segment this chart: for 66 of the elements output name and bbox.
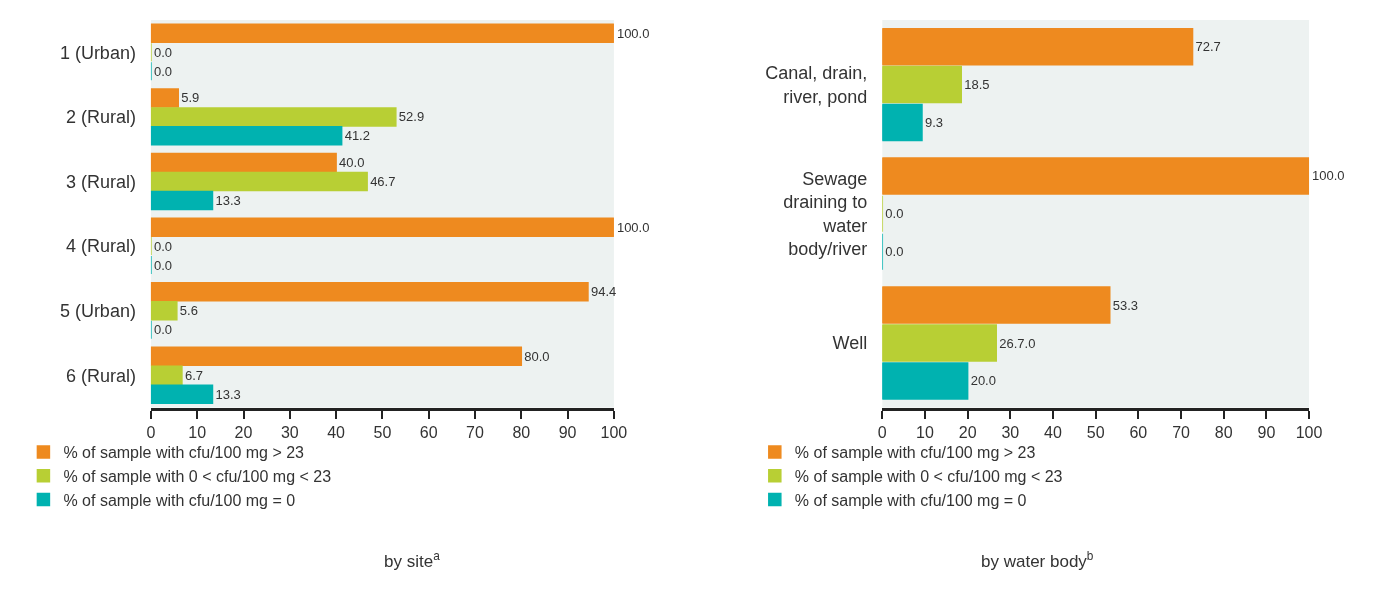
- data-label: 0.0: [153, 63, 172, 79]
- data-label: 100.0: [616, 219, 650, 235]
- legend-label: % of sample with 0 < cfu/100 mg < 23: [794, 467, 1063, 485]
- x-tick-label: 10: [916, 423, 934, 441]
- x-tick-label: 20: [958, 423, 977, 441]
- data-label: 13.3: [215, 386, 241, 402]
- data-label: 18.5: [964, 77, 990, 93]
- legend-label: % of sample with cfu/100 mg = 0: [63, 491, 296, 509]
- y-tick-label: 6 (Rural): [65, 365, 136, 386]
- x-tick-label: 20: [234, 423, 253, 441]
- x-tick-label: 70: [466, 423, 484, 441]
- x-tick-label: 50: [1086, 423, 1105, 441]
- data-label: 5.9: [181, 90, 200, 106]
- data-label: 41.2: [344, 128, 370, 144]
- data-label: 0.0: [153, 322, 172, 338]
- x-tick-label: 100: [600, 423, 628, 441]
- data-label: 52.9: [398, 109, 425, 125]
- data-label: 94.4: [590, 284, 617, 300]
- data-label: 6.7: [184, 367, 204, 383]
- data-label: 0.0: [153, 257, 172, 273]
- data-label: 0.0: [885, 244, 904, 260]
- y-tick-label: Sewage draining to water body/river: [783, 169, 868, 260]
- y-tick-label: 3 (Rural): [65, 171, 136, 192]
- x-tick-label: 0: [877, 423, 887, 441]
- data-label: 40.0: [339, 155, 365, 171]
- x-tick-label: 100: [1295, 423, 1323, 441]
- x-tick-label: 90: [1257, 423, 1276, 441]
- x-tick-label: 60: [1129, 423, 1148, 441]
- x-tick-label: 10: [188, 423, 207, 441]
- data-label: 13.3: [215, 192, 241, 208]
- x-tick-label: 50: [373, 423, 392, 441]
- x-tick-label: 80: [1214, 423, 1233, 441]
- data-label: 20.0: [970, 373, 996, 389]
- y-tick-label: Well: [832, 333, 868, 354]
- data-label: 0.0: [153, 44, 172, 60]
- data-label: 46.7: [370, 174, 396, 189]
- data-label: 0.0: [885, 206, 904, 222]
- x-axis-title: by water body$^{b}$: [981, 549, 1094, 572]
- data-label: 100.0: [1312, 168, 1345, 184]
- y-tick-label: Canal, drain, river, pond: [765, 63, 868, 107]
- x-axis-title: by site$^{a}$: [384, 549, 441, 572]
- data-label: 5.6: [179, 303, 198, 319]
- x-tick-label: 40: [327, 423, 346, 441]
- y-tick-label: 1 (Urban): [59, 42, 136, 63]
- data-label: 26.7.0: [999, 335, 1036, 351]
- data-label: 80.0: [524, 348, 550, 364]
- x-tick-label: 60: [419, 423, 438, 441]
- data-label: 9.3: [924, 115, 944, 130]
- x-tick-label: 70: [1172, 423, 1191, 441]
- legend-label: % of sample with cfu/100 mg = 0: [794, 491, 1027, 509]
- legend-label: % of sample with cfu/100 mg > 23: [794, 444, 1036, 462]
- x-tick-label: 40: [1044, 423, 1062, 441]
- data-label: 72.7: [1195, 39, 1221, 55]
- legend-label: % of sample with 0 < cfu/100 mg < 23: [63, 467, 332, 485]
- data-label: 0.0: [153, 238, 172, 254]
- x-tick-label: 30: [280, 423, 299, 441]
- x-tick-label: 80: [512, 423, 531, 441]
- y-tick-label: 5 (Urban): [59, 301, 136, 321]
- y-tick-label: 4 (Rural): [65, 236, 136, 257]
- data-label: 100.0: [616, 25, 650, 41]
- x-tick-label: 30: [1001, 423, 1020, 441]
- y-tick-label: 2 (Rural): [65, 107, 136, 128]
- data-label: 53.3: [1112, 297, 1139, 313]
- x-tick-label: 0: [146, 423, 156, 441]
- legend-label: % of sample with cfu/100 mg > 23: [63, 444, 305, 462]
- x-tick-label: 90: [558, 423, 577, 441]
